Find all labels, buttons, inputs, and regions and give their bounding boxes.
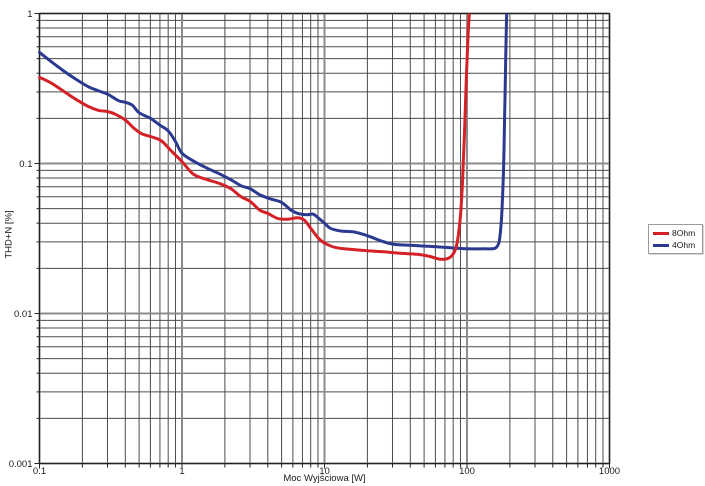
y-axis-title: THD+N [%] — [3, 210, 15, 259]
legend-swatch-4ohm-line — [653, 244, 669, 247]
y-tick-label: 1 — [27, 9, 32, 20]
legend-label-4ohm: 4Ohm — [672, 240, 696, 250]
legend-label-8ohm: 8Ohm — [672, 228, 696, 238]
x-tick-label: 1000 — [599, 466, 620, 477]
y-tick-label: 0.01 — [14, 309, 33, 320]
curve-4ohm — [38, 13, 509, 251]
x-tick-label: 0.1 — [33, 466, 46, 477]
x-tick-label: 1 — [179, 466, 184, 477]
curve-8ohm — [38, 13, 471, 261]
x-tick-label: 10 — [319, 466, 330, 477]
x-tick-label: 100 — [459, 466, 475, 477]
legend-swatch-8ohm-line — [653, 232, 669, 235]
y-tick-label: 0.1 — [19, 159, 32, 170]
x-axis-title: Moc Wyjściowa [W] — [283, 473, 366, 484]
y-tick-label: 0.001 — [9, 459, 33, 470]
legend-item-8ohm: 8Ohm — [653, 229, 699, 238]
legend: 8Ohm 4Ohm — [648, 224, 703, 254]
legend-item-4ohm: 4Ohm — [653, 241, 699, 250]
